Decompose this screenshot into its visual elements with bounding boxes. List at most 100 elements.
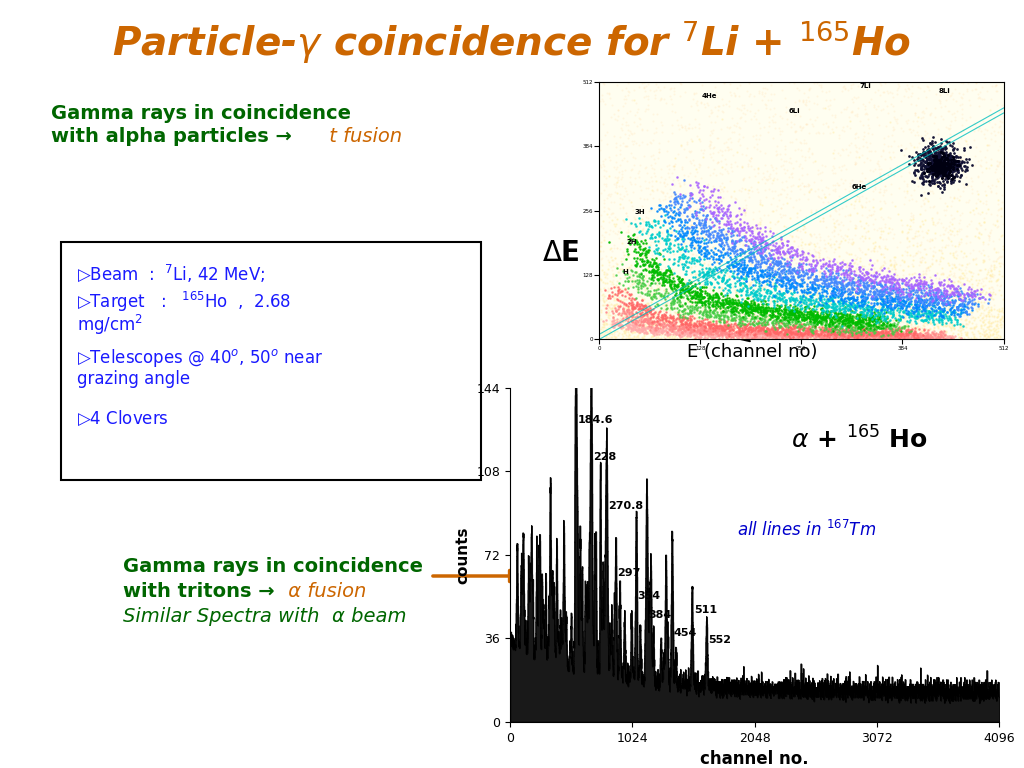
Point [724,300,740,312]
Point [696,268,713,280]
Point [722,333,738,345]
Point [671,280,687,293]
Point [713,224,729,237]
Point [678,312,694,324]
Point [873,300,890,313]
Point [719,310,735,322]
Point [865,184,882,197]
Point [617,326,634,338]
Point [695,306,712,319]
Point [982,153,998,165]
Point [896,312,912,324]
Point [822,328,839,340]
Point [688,235,705,247]
Point [916,306,933,318]
Point [826,316,843,328]
Point [829,313,846,326]
Point [608,78,625,91]
Point [766,305,782,317]
Point [854,246,870,258]
Point [883,332,899,344]
Point [786,328,803,340]
Point [850,286,866,299]
Point [938,161,954,173]
Point [930,157,946,170]
Point [701,168,718,180]
Point [950,328,967,340]
Point [623,178,639,190]
Point [638,326,654,338]
Point [620,302,636,314]
Point [609,303,626,315]
Point [801,238,817,250]
Point [746,329,763,342]
Point [923,157,939,170]
Point [807,246,823,258]
Point [740,243,757,256]
Point [953,303,970,315]
Point [631,241,647,253]
Point [863,277,880,290]
Point [755,330,771,343]
Point [610,180,627,192]
Point [690,325,707,337]
Point [816,296,833,309]
Point [767,322,783,334]
Point [817,94,834,107]
Point [807,326,823,338]
Point [673,251,689,263]
Point [690,318,707,330]
Point [714,327,730,339]
Point [780,263,797,275]
Point [645,203,662,215]
Point [861,320,878,333]
Point [767,305,783,317]
Point [666,223,682,235]
Point [718,136,734,148]
Point [813,293,829,306]
Point [609,305,626,317]
Point [742,329,759,341]
Point [939,257,955,269]
Point [598,164,614,177]
Point [781,320,798,333]
Point [946,306,963,319]
Point [845,334,861,346]
Point [964,187,980,200]
Point [788,330,805,343]
Point [876,254,892,266]
Point [636,150,652,162]
Point [782,326,799,338]
Point [642,322,658,334]
Point [798,301,814,313]
Point [934,293,950,306]
Text: α fusion: α fusion [282,582,366,601]
Point [971,121,987,134]
Point [758,263,774,276]
Point [719,327,735,339]
Point [929,217,945,230]
Point [612,252,629,264]
Point [798,309,814,321]
Point [712,314,728,326]
Point [766,295,782,307]
Point [941,298,957,310]
Point [679,276,695,289]
Point [605,311,622,323]
Point [788,257,805,269]
Point [766,244,782,257]
Point [700,325,717,337]
Point [818,304,835,316]
Point [706,163,722,175]
Point [843,316,859,328]
Point [949,304,966,316]
Point [796,313,812,325]
Point [678,326,694,339]
Point [740,309,757,321]
Point [799,311,815,323]
Point [779,254,796,266]
Point [927,164,943,177]
Point [665,272,681,284]
Point [687,296,703,308]
Point [616,242,633,254]
